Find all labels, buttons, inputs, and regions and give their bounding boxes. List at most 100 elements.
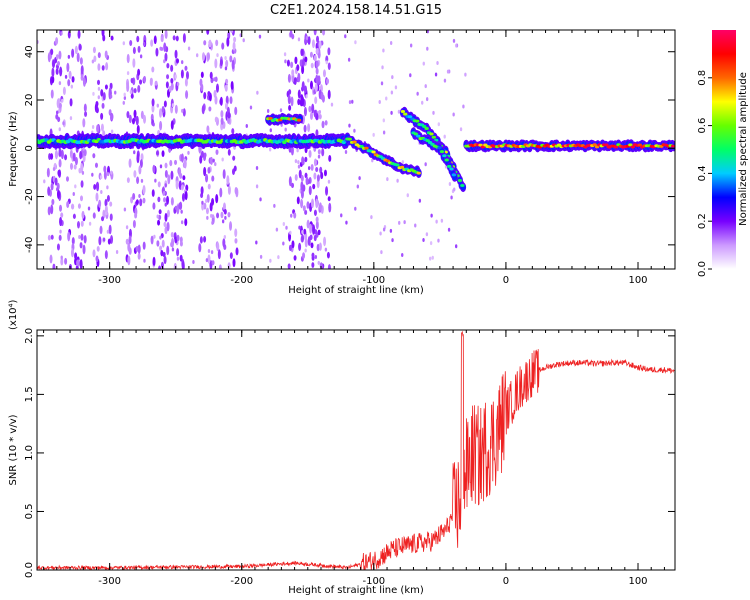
heatmap-cell bbox=[298, 225, 301, 230]
heatmap-cell bbox=[290, 213, 293, 218]
heatmap-cell bbox=[97, 63, 101, 71]
heatmap-cell bbox=[109, 201, 113, 207]
heatmap-cell bbox=[225, 59, 229, 68]
y-tick-label: 1.0 bbox=[24, 445, 35, 461]
heatmap-cell bbox=[166, 63, 170, 69]
heatmap-cell bbox=[137, 45, 141, 53]
x-tick-label: -300 bbox=[98, 275, 121, 286]
heatmap-cell bbox=[142, 42, 146, 47]
colorbar-ticks: 0.0 0.2 0.4 0.6 0.8 bbox=[697, 70, 712, 277]
heatmap-cell bbox=[163, 59, 166, 64]
heatmap-cell bbox=[52, 59, 56, 69]
heatmap-cell bbox=[174, 159, 178, 165]
heatmap-cell bbox=[71, 203, 75, 210]
heatmap-cell bbox=[287, 263, 291, 269]
heatmap-cell bbox=[81, 210, 85, 219]
heatmap-cell bbox=[94, 162, 98, 168]
heatmap-cell bbox=[184, 190, 188, 201]
snr-y-label: SNR (10 * v/v) bbox=[8, 414, 19, 485]
heatmap-cell bbox=[46, 167, 50, 178]
heatmap-cell bbox=[68, 70, 72, 80]
heatmap-cell bbox=[76, 220, 80, 229]
heatmap-cell bbox=[231, 128, 235, 135]
heatmap-cell bbox=[316, 179, 320, 189]
heatmap-cell bbox=[136, 176, 140, 185]
heatmap-cell bbox=[74, 252, 78, 260]
heatmap-cell bbox=[356, 184, 360, 189]
heatmap-cell bbox=[315, 74, 319, 85]
heatmap-cell bbox=[183, 158, 187, 169]
heatmap-cell bbox=[452, 112, 455, 117]
heatmap-cell bbox=[220, 117, 224, 125]
heatmap-cell bbox=[200, 150, 204, 158]
heatmap-cell bbox=[154, 80, 158, 86]
heatmap-cell bbox=[298, 242, 302, 251]
heatmap-cell bbox=[170, 78, 174, 84]
spectrogram-frame bbox=[36, 29, 676, 270]
heatmap-cell bbox=[195, 53, 199, 58]
heatmap-cell bbox=[429, 241, 433, 246]
heatmap-cell bbox=[154, 178, 157, 183]
heatmap-cell bbox=[51, 198, 55, 205]
heatmap-cell bbox=[182, 108, 186, 117]
heatmap-cell bbox=[296, 64, 300, 71]
heatmap-cell bbox=[306, 219, 310, 229]
heatmap-cell bbox=[91, 124, 95, 129]
heatmap-cell bbox=[181, 108, 184, 113]
heatmap-cell bbox=[135, 245, 139, 252]
heatmap-cell bbox=[212, 158, 215, 163]
heatmap-cell bbox=[249, 105, 253, 110]
heatmap-cell bbox=[84, 111, 88, 117]
heatmap-cell bbox=[314, 96, 318, 104]
heatmap-cell bbox=[43, 179, 46, 184]
heatmap-cell bbox=[221, 219, 225, 224]
heatmap-cell bbox=[166, 74, 170, 80]
heatmap-cell bbox=[158, 108, 162, 118]
heatmap-cell bbox=[206, 125, 210, 133]
heatmap-cell bbox=[290, 61, 294, 69]
heatmap-cell bbox=[320, 171, 324, 180]
heatmap-cell bbox=[166, 195, 170, 205]
heatmap-cell bbox=[184, 65, 188, 71]
heatmap-cell bbox=[198, 243, 202, 253]
heatmap-cell bbox=[57, 169, 61, 177]
heatmap-cell bbox=[314, 83, 318, 93]
heatmap-cell bbox=[205, 258, 209, 263]
heatmap-cell bbox=[142, 185, 146, 195]
heatmap-cell bbox=[130, 93, 134, 99]
heatmap-cell bbox=[322, 30, 326, 36]
heatmap-cell bbox=[409, 43, 413, 48]
heatmap-cell bbox=[364, 146, 369, 150]
heatmap-cell bbox=[287, 73, 291, 83]
heatmap-cell bbox=[403, 112, 408, 116]
heatmap-cell bbox=[128, 235, 132, 245]
heatmap-cell bbox=[180, 69, 184, 79]
heatmap-cell bbox=[176, 256, 180, 261]
colorbar-label: Normalized spectral amplitude bbox=[738, 72, 749, 226]
heatmap-cell bbox=[49, 254, 53, 264]
heatmap-cell bbox=[207, 183, 211, 190]
heatmap-cell bbox=[76, 52, 80, 63]
heatmap-cell bbox=[58, 147, 62, 158]
heatmap-cell bbox=[291, 69, 295, 77]
heatmap-cell bbox=[401, 160, 405, 165]
heatmap-cell bbox=[203, 236, 207, 243]
heatmap-cell bbox=[126, 177, 130, 183]
heatmap-cell bbox=[422, 124, 427, 128]
heatmap-cell bbox=[316, 35, 320, 43]
heatmap-cell bbox=[313, 54, 317, 62]
heatmap-cell bbox=[150, 39, 154, 47]
heatmap-cell bbox=[97, 79, 101, 86]
heatmap-cell bbox=[454, 244, 458, 249]
heatmap-cell bbox=[437, 146, 442, 150]
heatmap-cell bbox=[439, 150, 445, 154]
heatmap-cell bbox=[303, 85, 307, 94]
heatmap-cell bbox=[207, 167, 211, 174]
heatmap-cell bbox=[51, 75, 55, 84]
heatmap-cell bbox=[73, 164, 77, 170]
heatmap-cell bbox=[99, 225, 103, 235]
heatmap-cell bbox=[174, 104, 178, 114]
heatmap-cell bbox=[430, 213, 433, 218]
heatmap-cell bbox=[50, 48, 54, 55]
heatmap-cell bbox=[231, 59, 235, 70]
